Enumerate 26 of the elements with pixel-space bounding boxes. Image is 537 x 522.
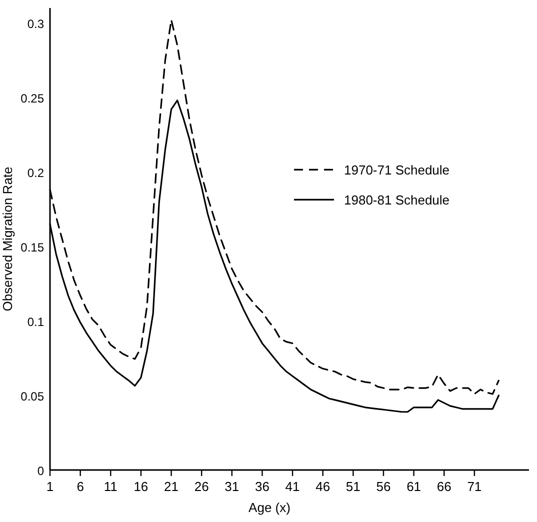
x-tick-label: 11 [104,479,118,494]
x-tick-label: 1 [46,479,54,494]
y-tick-label: 0.25 [20,91,44,106]
x-tick-label: 41 [285,479,300,494]
x-tick-label: 71 [467,479,482,494]
x-axis-title: Age (x) [248,500,290,515]
x-tick-label: 46 [316,479,330,494]
x-tick-label: 21 [164,479,178,494]
x-tick-label: 51 [346,479,360,494]
legend-label: 1970-71 Schedule [344,162,450,178]
x-tick-label: 16 [134,479,148,494]
x-tick-label: 31 [224,479,240,494]
x-tick-label: 6 [76,479,84,494]
legend-label: 1980-81 Schedule [344,192,450,208]
x-tick-label: 66 [436,479,452,494]
x-tick-label: 26 [194,479,209,494]
y-tick-label: 0.3 [27,16,44,31]
y-tick-label: 0.05 [20,389,44,404]
x-tick-label: 36 [254,479,270,494]
y-tick-label: 0 [37,464,44,478]
y-tick-label: 0.2 [27,166,44,180]
y-tick-label: 0.1 [27,314,44,329]
x-tick-label: 56 [376,479,391,494]
y-axis-title: Observed Migration Rate [0,166,15,312]
x-tick-label: 61 [406,479,422,494]
y-tick-label: 0.15 [20,240,44,254]
